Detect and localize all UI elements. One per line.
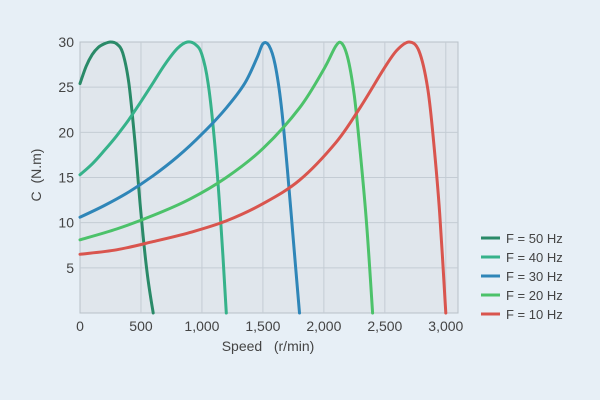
legend-label: F = 10 Hz (506, 307, 563, 322)
x-tick-label: 2,500 (367, 318, 402, 334)
series-line (78, 41, 301, 315)
grid (80, 42, 458, 313)
y-tick-label: 25 (58, 79, 74, 95)
series-line (78, 40, 448, 315)
legend-label: F = 30 Hz (506, 269, 563, 284)
y-tick-label: 20 (58, 124, 74, 140)
series-lines (78, 40, 448, 315)
tick-labels: 0 500 1,000 1,500 2,000 2,500 3,000 5 10 15 20 25 30 (58, 34, 463, 334)
y-tick-label: 30 (58, 34, 74, 50)
y-tick-label: 15 (58, 170, 74, 186)
x-tick-label: 1,500 (245, 318, 280, 334)
legend-label: F = 40 Hz (506, 250, 563, 265)
y-tick-label: 10 (58, 215, 74, 231)
legend: F = 50 Hz F = 40 Hz F = 30 Hz F = 20 Hz F = … (481, 231, 563, 322)
x-tick-label: 3,000 (428, 318, 463, 334)
series-line (78, 40, 155, 315)
x-tick-label: 2,000 (306, 318, 341, 334)
series-line (78, 40, 375, 315)
y-axis-title: C (N.m) (28, 149, 44, 202)
legend-label: F = 50 Hz (506, 231, 563, 246)
x-tick-label: 1,000 (184, 318, 219, 334)
y-tick-label: 5 (66, 260, 74, 276)
x-tick-label: 0 (76, 318, 84, 334)
legend-label: F = 20 Hz (506, 288, 563, 303)
x-tick-label: 500 (129, 318, 153, 334)
x-axis-title: Speed (r/min) (222, 338, 315, 354)
